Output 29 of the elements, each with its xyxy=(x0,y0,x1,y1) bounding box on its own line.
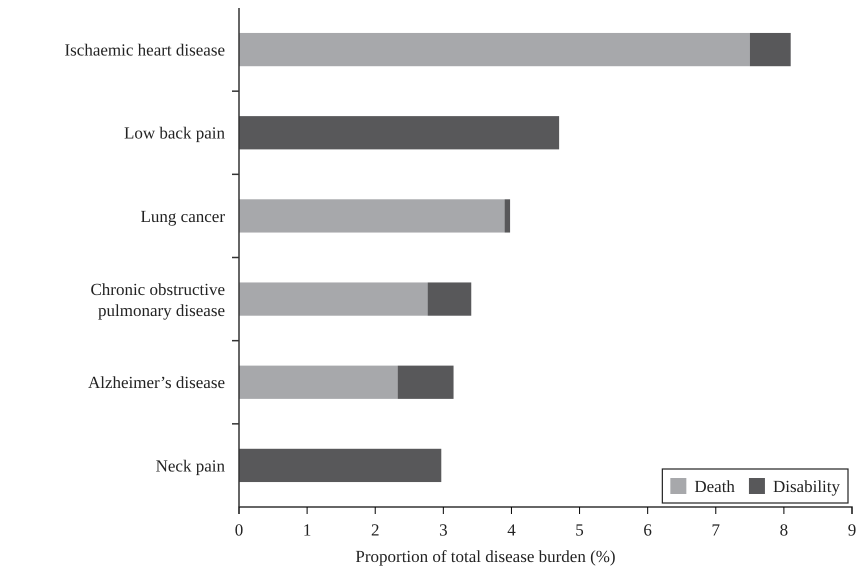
x-axis-title: Proportion of total disease burden (%) xyxy=(355,547,616,566)
x-tick-label: 9 xyxy=(848,520,856,540)
bar xyxy=(750,32,791,66)
legend-label: Disability xyxy=(772,476,840,496)
legend-label: Death xyxy=(694,476,736,496)
bar xyxy=(239,282,428,316)
bar xyxy=(398,366,454,399)
x-tick-label: 5 xyxy=(575,520,584,540)
bar xyxy=(504,199,510,233)
y-tick-label: Ischaemic heart disease xyxy=(64,40,225,60)
x-tick-label: 2 xyxy=(370,520,380,540)
x-tick-label: 3 xyxy=(439,520,448,540)
y-tick-label: Alzheimer’s disease xyxy=(88,373,225,392)
x-tick-label: 6 xyxy=(643,520,652,540)
x-tick-label: 8 xyxy=(780,520,788,540)
bar xyxy=(239,32,750,66)
bar xyxy=(239,199,505,233)
y-tick-label: Lung cancer xyxy=(140,206,226,226)
bar xyxy=(239,366,398,399)
y-tick-label: Low back pain xyxy=(124,124,226,143)
x-tick-label: 7 xyxy=(712,520,721,540)
x-tick-label: 4 xyxy=(507,520,516,540)
bar xyxy=(428,282,472,316)
bar xyxy=(239,116,560,150)
y-tick-label: Neck pain xyxy=(156,456,226,476)
x-tick-label: 0 xyxy=(234,520,244,540)
bar xyxy=(239,448,442,482)
x-tick-label: 1 xyxy=(302,520,312,540)
y-tick-label: Chronic obstructive pulmonary disease xyxy=(90,280,225,320)
